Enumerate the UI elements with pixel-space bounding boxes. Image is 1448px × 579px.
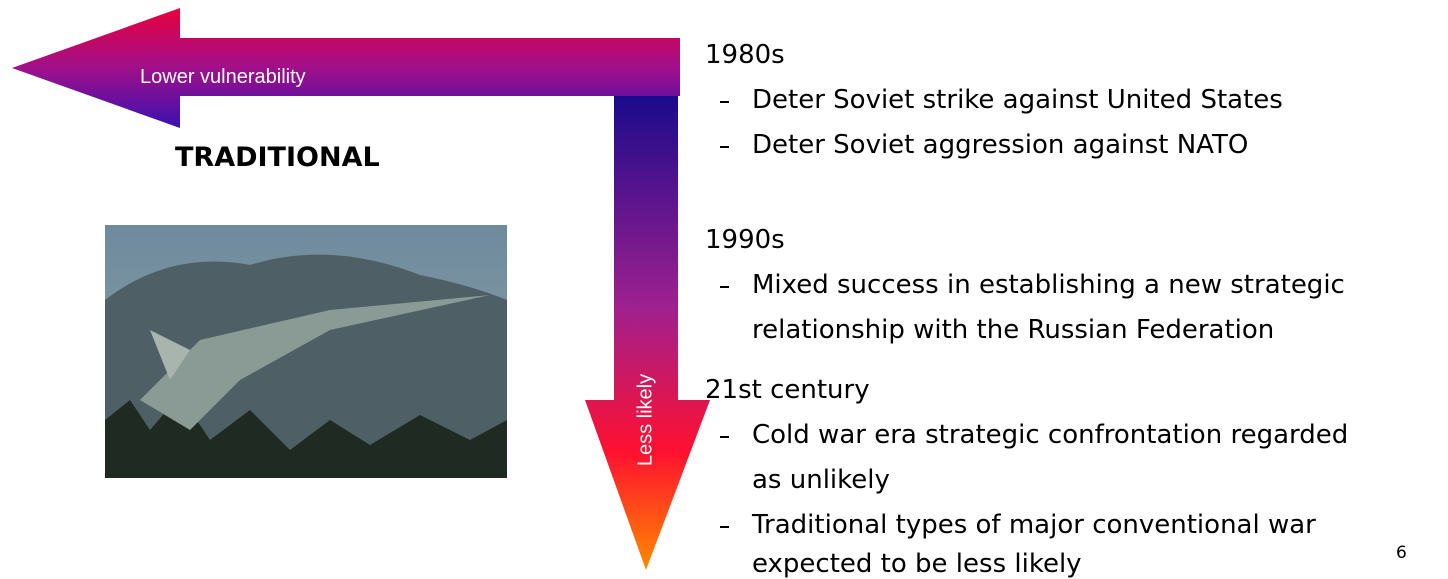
arrow-label: Lower vulnerability <box>140 66 306 89</box>
bullet-dash <box>720 286 729 288</box>
arrow-label: Less likely <box>635 374 658 466</box>
page-number: 6 <box>1396 543 1407 563</box>
bullet-text: as unlikely <box>752 465 890 495</box>
slide: {"arrows": {"horizontal_label": "Lower v… <box>0 0 1448 570</box>
bullet-text: Mixed success in establishing a new stra… <box>752 270 1345 300</box>
heading: TRADITIONAL <box>175 142 380 173</box>
vertical-arrow <box>585 96 710 570</box>
section-title: 21st century <box>705 375 870 405</box>
bullet-text: Cold war era strategic confrontation reg… <box>752 420 1348 450</box>
bullet-text: relationship with the Russian Federation <box>752 315 1274 345</box>
bullet-dash <box>720 101 729 103</box>
bullet-text: Deter Soviet aggression against NATO <box>752 130 1248 160</box>
bullet-dash <box>720 526 729 528</box>
bullet-dash <box>720 146 729 148</box>
bullet-dash <box>720 436 729 438</box>
bullet-text: expected to be less likely <box>752 549 1082 579</box>
section-title: 1990s <box>705 225 785 255</box>
horizontal-arrow <box>12 8 680 128</box>
section-title: 1980s <box>705 40 785 70</box>
bullet-text: Traditional types of major conventional … <box>752 510 1316 540</box>
bullet-text: Deter Soviet strike against United State… <box>752 85 1283 115</box>
photo <box>105 225 507 478</box>
